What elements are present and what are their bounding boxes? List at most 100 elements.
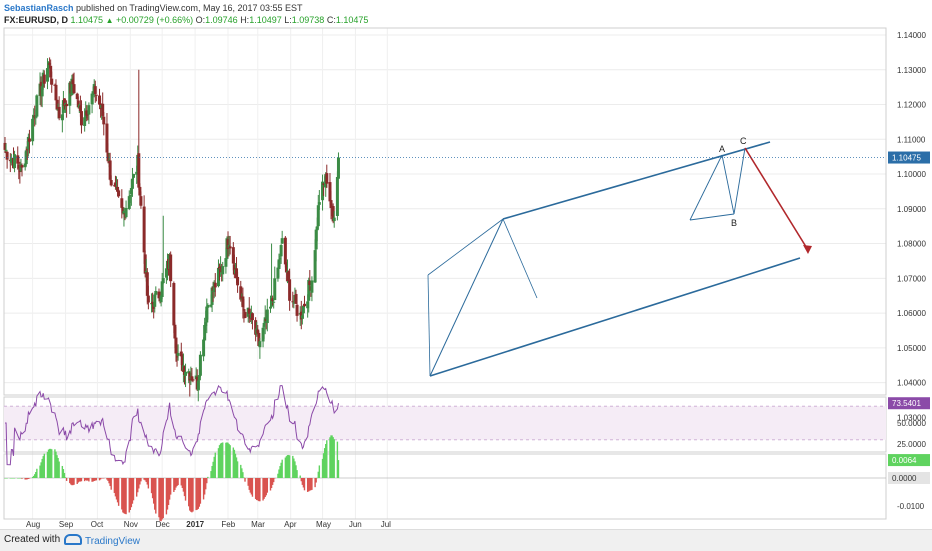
price-tick-label: 1.12000	[897, 101, 926, 110]
histogram-bar	[286, 455, 289, 478]
candle-body	[105, 123, 109, 153]
candle-body	[196, 380, 200, 391]
histogram-bar	[296, 470, 298, 478]
pattern-label-c: C	[740, 136, 747, 146]
histogram-bar	[259, 478, 261, 502]
candle-body	[180, 354, 184, 371]
histogram-bar	[165, 478, 168, 515]
low-label: L:	[284, 15, 292, 25]
histogram-bar	[266, 478, 269, 493]
candle-body	[68, 82, 72, 106]
candle-body	[213, 282, 217, 288]
candle-body	[76, 100, 80, 108]
histogram-bar	[302, 478, 305, 488]
histogram-bar	[100, 478, 103, 479]
histogram-bar	[39, 465, 41, 478]
histogram-bar	[202, 478, 205, 500]
high-value: 1.10497	[249, 15, 282, 25]
histogram-bar	[140, 478, 142, 482]
histogram-bar	[162, 478, 164, 519]
candle-body	[307, 279, 311, 301]
up-triangle-icon: ▲	[105, 16, 114, 25]
histogram-bar	[25, 478, 27, 480]
candle-body	[216, 267, 220, 287]
candle-body	[27, 138, 31, 142]
histogram-bar	[64, 477, 67, 478]
candle-body	[295, 304, 299, 316]
histogram-bar	[228, 443, 230, 478]
candle-body	[31, 118, 35, 142]
candle-body	[205, 306, 209, 323]
author-link[interactable]: SebastianRasch	[4, 3, 74, 13]
histogram-bar	[234, 453, 237, 478]
histogram-bar	[61, 465, 64, 478]
candle-body	[49, 65, 53, 78]
histogram-bar	[189, 478, 191, 511]
price-chart[interactable]: ABC 1.140001.130001.120001.110001.100001…	[0, 0, 932, 529]
histogram-bar	[197, 478, 199, 509]
candle-body	[143, 254, 147, 274]
candle-body	[45, 68, 49, 82]
histogram-bar	[135, 478, 138, 497]
histogram-bar	[316, 477, 318, 479]
candle-body	[3, 142, 7, 150]
tradingview-logo[interactable]: TradingView	[64, 534, 140, 547]
histogram-bar	[51, 449, 53, 478]
candle-body	[331, 206, 335, 222]
histogram-bar	[107, 478, 109, 481]
histogram-bar	[220, 442, 223, 478]
candle-body	[283, 237, 287, 265]
month-tick-label: 2017	[186, 520, 204, 529]
candle-body	[151, 301, 155, 304]
candle-body	[328, 182, 332, 202]
projection-line	[427, 274, 431, 377]
histogram-bar	[232, 447, 235, 478]
histogram-bar	[78, 478, 81, 482]
candle-body	[336, 157, 340, 179]
abc-leg-c	[733, 147, 746, 215]
candle-body	[137, 153, 141, 188]
candle-body	[24, 150, 28, 165]
histogram-bar	[249, 478, 252, 493]
histogram-bar	[116, 478, 119, 503]
histogram-bar	[34, 474, 36, 478]
price-tick-label: 1.06000	[897, 309, 926, 318]
histogram-bar	[293, 458, 295, 478]
histogram-bar	[150, 478, 153, 494]
last-price: 1.10475	[70, 15, 104, 25]
candle-body	[210, 287, 214, 305]
histogram-bar	[12, 478, 15, 479]
candle-body	[313, 250, 317, 283]
histogram-bar	[285, 456, 288, 478]
candle-body	[280, 238, 284, 244]
price-tick-label: 1.09000	[897, 205, 926, 214]
histogram-bar	[26, 478, 29, 480]
histogram-bar	[251, 478, 254, 497]
month-tick-label: Nov	[124, 520, 138, 529]
histogram-bar	[42, 456, 44, 478]
histogram-bar	[300, 478, 302, 482]
histogram-bar	[158, 478, 160, 518]
candle-body	[93, 86, 97, 94]
rsi-value-tag: 73.5401	[892, 399, 921, 408]
candle-body	[23, 163, 27, 168]
histogram-bar	[250, 478, 253, 495]
candle-body	[190, 376, 194, 381]
open-label: O:	[195, 15, 206, 25]
histogram-bar	[43, 453, 45, 478]
histogram-bar	[139, 478, 141, 485]
histogram-bar	[35, 471, 37, 478]
price-tick-label: 1.13000	[897, 66, 926, 75]
candle-body	[235, 268, 239, 279]
histogram-bar	[169, 478, 172, 495]
histogram-tick-label: -0.0100	[897, 502, 925, 511]
histogram-bar	[306, 478, 309, 492]
histogram-bar	[188, 478, 190, 507]
month-tick-label: Apr	[284, 520, 297, 529]
candle-body	[239, 286, 243, 300]
histogram-bar	[106, 478, 108, 480]
histogram-bar	[191, 478, 193, 513]
candle-body	[256, 329, 260, 334]
candle-body	[54, 84, 58, 101]
histogram-bar	[85, 478, 87, 481]
